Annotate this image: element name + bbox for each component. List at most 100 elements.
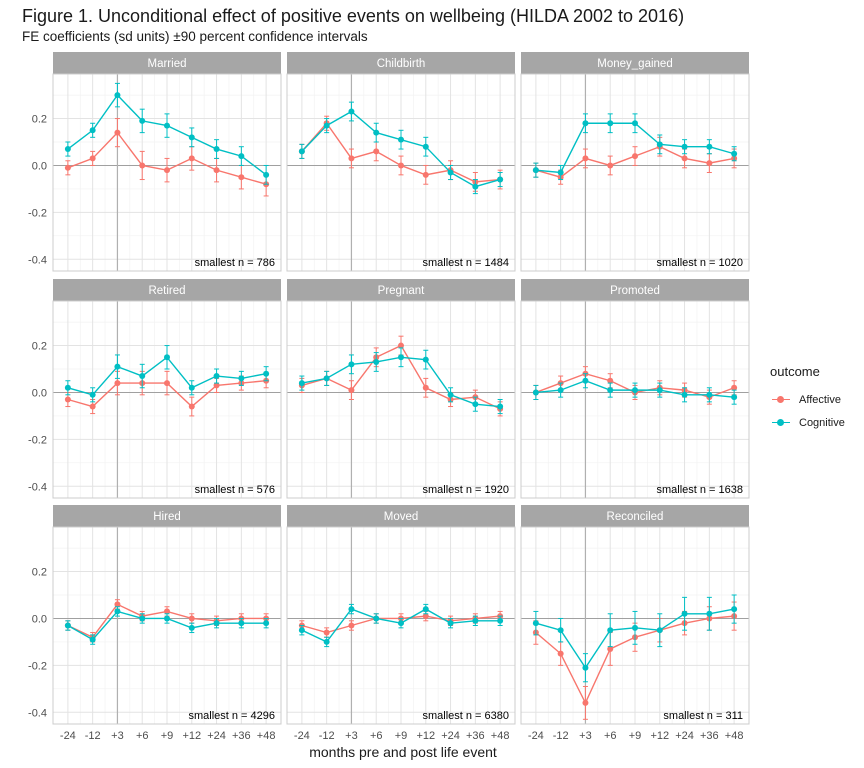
legend-label-cognitive: Cognitive <box>799 416 845 429</box>
data-point-cognitive <box>398 620 404 627</box>
legend-item-affective: Affective <box>770 388 845 411</box>
x-tick-label: +48 <box>257 730 276 742</box>
data-point-cognitive <box>422 606 429 613</box>
data-point-cognitive <box>557 169 564 176</box>
x-tick-label: +6 <box>370 730 383 742</box>
data-point-cognitive <box>238 375 245 382</box>
data-point-cognitive <box>582 120 589 127</box>
panel-border <box>520 526 750 725</box>
data-point-cognitive <box>139 373 146 380</box>
panel-childbirth: Childbirth smallest n = 1484 <box>286 52 516 272</box>
x-tick-label: +9 <box>395 730 408 742</box>
data-point-cognitive <box>213 373 220 380</box>
data-point-cognitive <box>263 370 270 377</box>
panel-border <box>52 300 282 499</box>
data-point-cognitive <box>706 143 713 150</box>
panel-strip-pregnant <box>287 279 515 301</box>
legend: outcome Affective Cognitive <box>770 364 845 434</box>
x-tick-label: +24 <box>441 730 460 742</box>
x-tick-label: +3 <box>111 730 124 742</box>
data-point-cognitive <box>607 120 614 127</box>
panel-pregnant: Pregnant smallest n = 1920 <box>286 279 516 499</box>
panel-promoted: Promoted smallest n = 1638 <box>520 279 750 499</box>
x-tick-label: -24 <box>60 730 76 742</box>
panel-moved: Moved smallest n = 6380 -24 -12 +3 +6 +9 +12 +24… <box>286 505 516 742</box>
data-point-cognitive <box>114 92 121 99</box>
y-tick-label: -0.4 <box>28 481 47 493</box>
data-point-cognitive <box>632 120 638 127</box>
x-tick-label: +36 <box>232 730 251 742</box>
sample-size-note: smallest n = 4296 <box>188 710 275 722</box>
data-point-affective <box>213 167 220 174</box>
panel-border <box>52 73 282 272</box>
x-tick-label: +24 <box>207 730 226 742</box>
panel-money-gained: Money_gained smallest n = 1020 <box>520 52 750 272</box>
data-point-affective <box>139 162 146 169</box>
panel-border <box>52 526 282 725</box>
legend-label-affective: Affective <box>799 393 841 406</box>
panel-border <box>286 526 516 725</box>
panel-strip-label-hired: Hired <box>153 511 180 523</box>
data-point-cognitive <box>656 141 663 148</box>
x-tick-label: +3 <box>579 730 592 742</box>
x-tick-label: +6 <box>136 730 149 742</box>
data-point-cognitive <box>422 356 429 363</box>
y-tick-label: 0.0 <box>32 160 47 172</box>
data-point-cognitive <box>298 627 305 634</box>
data-point-cognitive <box>532 620 539 627</box>
y-tick-label: 0.2 <box>32 567 47 579</box>
data-point-affective <box>348 622 355 629</box>
data-point-affective <box>632 153 638 160</box>
data-point-cognitive <box>681 143 688 150</box>
panel-strip-label-married: Married <box>148 58 187 70</box>
data-point-cognitive <box>706 391 713 398</box>
data-point-cognitive <box>632 624 638 631</box>
panel-retired: Retired smallest n = 576 -0.4 -0.2 0.0 0.2 <box>28 279 282 499</box>
data-point-affective <box>164 380 170 387</box>
data-point-cognitive <box>681 610 688 617</box>
data-point-cognitive <box>164 354 170 361</box>
data-point-affective <box>188 615 195 622</box>
data-point-cognitive <box>348 108 355 115</box>
panel-strip-promoted <box>521 279 749 301</box>
x-axis-label: months pre and post life event <box>309 744 497 760</box>
data-point-cognitive <box>681 391 688 398</box>
panel-strip-childbirth <box>287 52 515 74</box>
data-point-affective <box>188 155 195 162</box>
data-point-affective <box>422 613 429 620</box>
data-point-cognitive <box>64 384 71 391</box>
x-tick-label: +48 <box>491 730 510 742</box>
data-point-cognitive <box>89 391 96 398</box>
data-point-affective <box>89 403 96 410</box>
panel-strip-label-retired: Retired <box>148 285 185 297</box>
panel-strip-label-childbirth: Childbirth <box>377 58 426 70</box>
data-point-cognitive <box>398 354 404 361</box>
data-point-affective <box>422 171 429 178</box>
data-point-cognitive <box>64 146 71 153</box>
data-point-cognitive <box>139 117 146 124</box>
panel-border <box>520 73 750 272</box>
data-point-cognitive <box>64 622 71 629</box>
data-point-cognitive <box>447 391 454 398</box>
y-tick-label: 0.0 <box>32 387 47 399</box>
figure-title: Figure 1. Unconditional effect of positi… <box>22 6 685 26</box>
panel-strip-hired <box>53 505 281 527</box>
legend-key-affective <box>770 394 792 406</box>
data-point-affective <box>164 167 170 174</box>
y-tick-label: -0.4 <box>28 254 47 266</box>
panel-strip-label-promoted: Promoted <box>610 285 660 297</box>
panel-strip-retired <box>53 279 281 301</box>
data-point-cognitive <box>114 608 121 615</box>
x-tick-label: +9 <box>161 730 174 742</box>
x-tick-label: -24 <box>528 730 544 742</box>
data-point-cognitive <box>472 183 479 190</box>
x-tick-label: +36 <box>466 730 485 742</box>
x-tick-label: +36 <box>700 730 719 742</box>
x-tick-label: +6 <box>604 730 617 742</box>
x-tick-label: -24 <box>294 730 310 742</box>
data-point-cognitive <box>89 636 96 643</box>
x-tick-label: +24 <box>675 730 694 742</box>
y-tick-label: 0.2 <box>32 114 47 126</box>
data-point-cognitive <box>188 134 195 141</box>
data-point-cognitive <box>89 127 96 134</box>
